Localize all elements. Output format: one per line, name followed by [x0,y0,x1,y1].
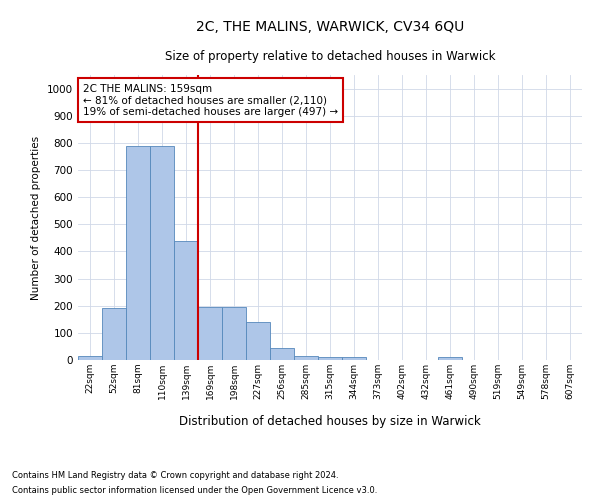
Text: Size of property relative to detached houses in Warwick: Size of property relative to detached ho… [165,50,495,63]
Bar [150,146,174,360]
Bar [174,240,198,360]
Bar [246,322,270,360]
Text: Contains HM Land Registry data © Crown copyright and database right 2024.: Contains HM Land Registry data © Crown c… [12,471,338,480]
Text: Contains public sector information licensed under the Open Government Licence v3: Contains public sector information licen… [12,486,377,495]
Text: 2C THE MALINS: 159sqm
← 81% of detached houses are smaller (2,110)
19% of semi-d: 2C THE MALINS: 159sqm ← 81% of detached … [83,84,338,116]
Bar [318,358,342,360]
Text: 2C, THE MALINS, WARWICK, CV34 6QU: 2C, THE MALINS, WARWICK, CV34 6QU [196,20,464,34]
Bar [342,358,366,360]
Bar [294,356,318,360]
Bar [198,307,222,360]
Bar [438,358,462,360]
Bar [78,356,102,360]
Bar [270,348,294,360]
Text: Distribution of detached houses by size in Warwick: Distribution of detached houses by size … [179,415,481,428]
Bar [126,146,150,360]
Bar [222,307,246,360]
Y-axis label: Number of detached properties: Number of detached properties [31,136,41,300]
Bar [102,308,126,360]
